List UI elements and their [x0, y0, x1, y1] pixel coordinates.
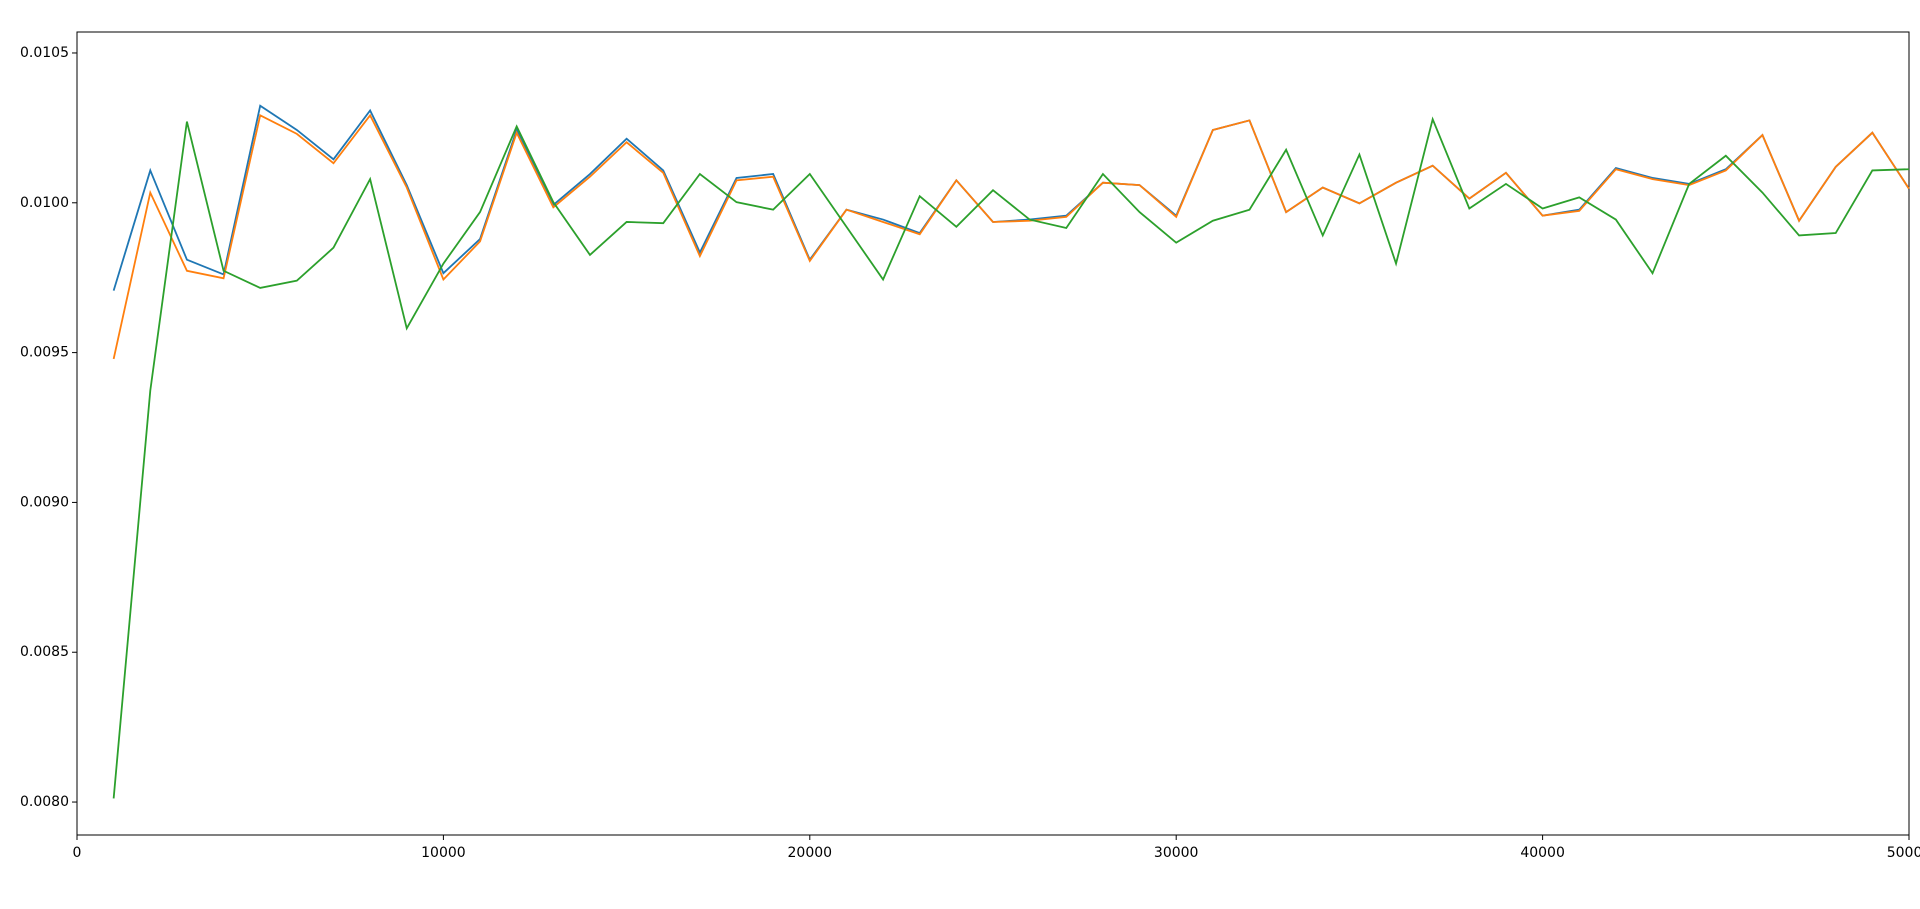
y-tick-label: 0.0085 — [20, 644, 69, 660]
y-tick-label: 0.0095 — [20, 345, 69, 361]
x-tick-label: 50000 — [1887, 845, 1920, 861]
y-tick-label: 0.0080 — [20, 794, 69, 810]
x-tick-label: 30000 — [1154, 845, 1199, 861]
x-tick-label: 40000 — [1520, 845, 1565, 861]
x-tick-label: 0 — [73, 845, 82, 861]
plot-frame — [76, 31, 1910, 836]
y-tick-label: 0.0100 — [20, 195, 69, 211]
series-line — [112, 113, 1910, 360]
series-line — [112, 104, 1910, 291]
series-line — [112, 116, 1910, 799]
y-tick-label: 0.0105 — [20, 45, 69, 61]
x-tick-label: 20000 — [788, 845, 833, 861]
x-tick-label: 10000 — [421, 845, 466, 861]
y-tick-label: 0.0090 — [20, 494, 69, 510]
